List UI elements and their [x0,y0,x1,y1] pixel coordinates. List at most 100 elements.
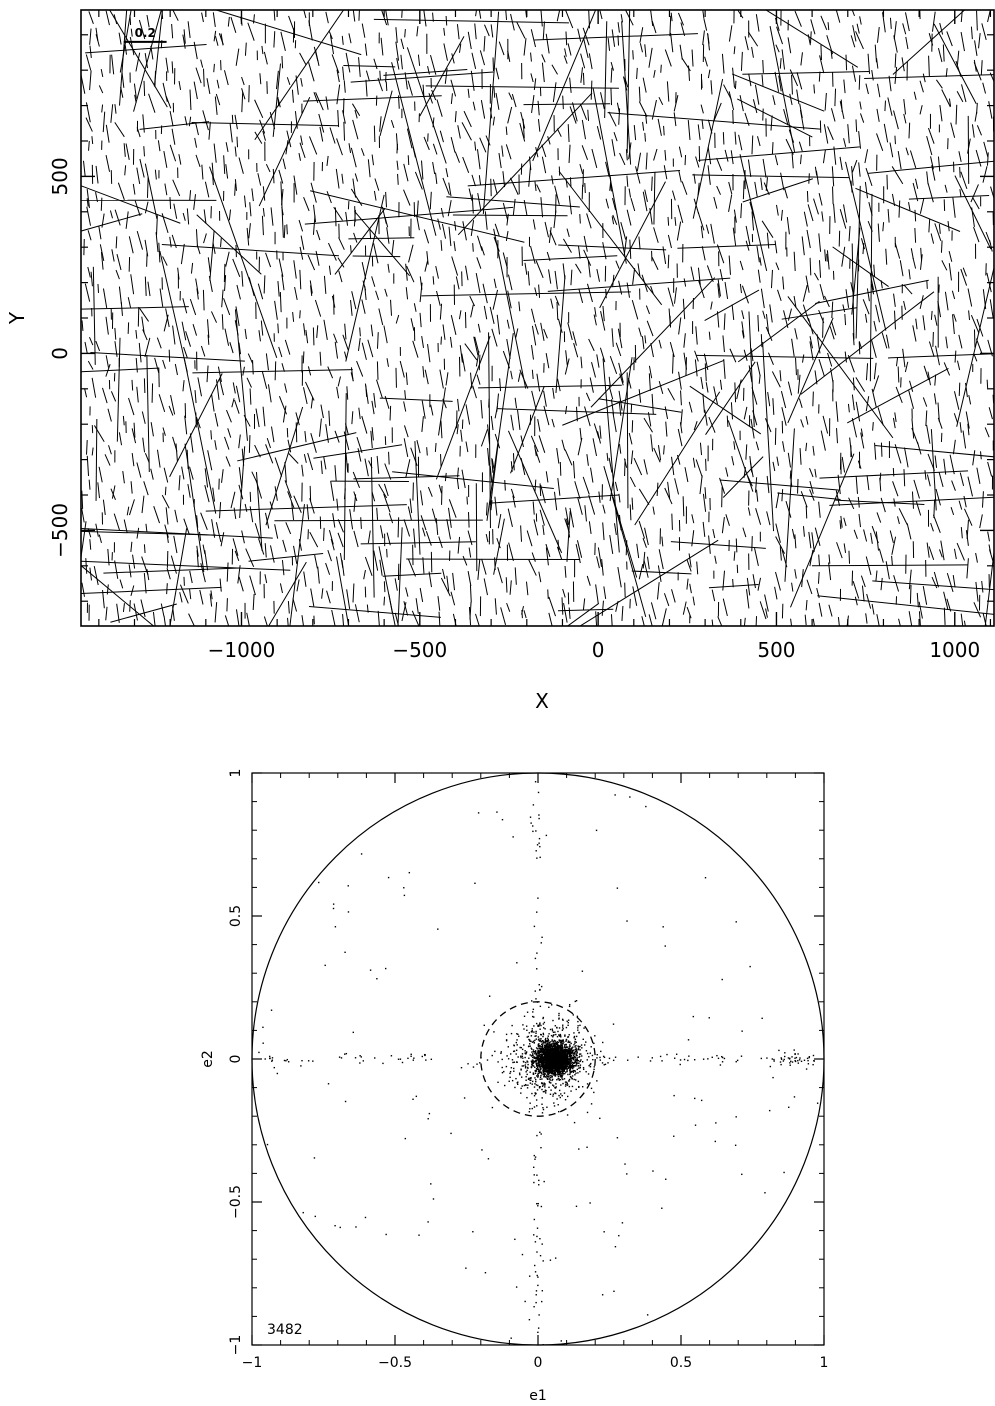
whisker-segment [154,357,160,374]
whisker-segment [461,122,472,141]
whisker-segment [710,301,713,310]
whisker-segment [325,96,329,110]
whisker-segment [638,236,641,250]
whisker-segment [821,211,824,222]
whisker-segment [607,38,611,51]
whisker-long-segment [869,193,873,382]
whisker-segment [506,319,510,329]
whisker-segment [610,399,615,415]
whisker-segment [128,236,134,254]
whisker-segment [703,18,708,31]
whisker-long-segment [566,511,571,562]
whisker-segment [334,341,339,359]
whisker-long-segment [769,26,796,152]
whisker-segment [677,12,684,26]
scatter-point-core [557,1041,560,1044]
whisker-segment [445,372,449,386]
whisker-segment [548,269,552,284]
whisker-segment [497,567,503,584]
whisker-segment [531,390,537,411]
whisker-segment [639,43,643,53]
whisker-segment [430,404,434,416]
whisker-segment [695,459,703,478]
whisker-segment [407,80,413,96]
whisker-segment [421,400,426,419]
whisker-segment [147,281,151,297]
whisker-segment [140,599,146,617]
whisker-long-segment [611,496,647,618]
whisker-segment [223,263,226,283]
whisker-segment [235,385,241,403]
whisker-long-segment [383,69,468,76]
whisker-segment [395,41,400,61]
whisker-segment [565,405,568,415]
whisker-segment [965,382,968,398]
scatter-point-core [547,1057,549,1059]
whisker-segment [940,540,945,561]
whisker-segment [918,601,923,619]
whisker-long-segment [488,332,491,529]
scatter-point-core [542,1064,545,1066]
whisker-segment [310,285,313,296]
whisker-segment [839,520,842,530]
whisker-segment [298,152,301,161]
whisker-segment [679,44,683,60]
whisker-segment [897,516,900,525]
whisker-long-segment [670,541,766,549]
whisker-segment [813,84,816,94]
scatter-point-core [549,1067,551,1069]
scatter-point-core [561,1062,563,1064]
whisker-segment [254,99,264,118]
whisker-segment [602,522,605,541]
whisker-segment [808,531,812,549]
whisker-segment [691,49,694,67]
whisker-segment [755,508,762,525]
scatter-point-core [566,1065,568,1067]
whisker-segment [931,165,936,181]
scatter-point-core [562,1050,564,1053]
whisker-segment [373,125,376,143]
whisker-segment [894,242,901,259]
scatter-point-core [555,1048,558,1051]
whisker-segment [224,615,230,626]
whisker-segment [592,438,598,457]
whisker-segment [852,377,855,391]
whisker-segment [810,19,816,35]
whisker-segment [350,147,357,168]
scatter-point-core [550,1070,552,1073]
whisker-segment [638,327,642,337]
whisker-segment [807,318,814,335]
whisker-segment [608,457,613,473]
whisker-segment [434,442,437,452]
whisker-segment [91,447,94,456]
whisker-long-segment [81,367,159,373]
y-tick-label: −500 [48,503,72,558]
whisker-segment [207,319,210,338]
whisker-segment [432,162,436,175]
whisker-segment [539,509,545,526]
whisker-segment [630,197,636,212]
whisker-long-segment [391,62,437,236]
scatter-point-core [570,1048,573,1050]
whisker-segment [156,337,162,349]
whisker-segment [880,497,886,513]
whisker-segment [805,415,809,425]
whisker-segment [450,591,456,606]
whisker-segment [108,445,112,455]
whisker-segment [470,220,475,237]
whisker-segment [692,457,696,468]
whisker-segment [845,289,850,308]
whisker-long-segment [739,154,768,272]
whisker-segment [918,611,921,626]
whisker-segment [353,232,358,243]
whisker-segment [257,283,264,300]
whisker-segment [851,394,855,411]
whisker-segment [813,272,819,281]
whisker-segment [371,276,376,287]
whisker-segment [381,10,388,26]
whisker-segment [376,455,380,474]
whisker-segment [524,262,528,275]
whisker-segment [101,104,104,113]
whisker-segment [286,130,292,148]
whisker-segment [858,162,861,177]
